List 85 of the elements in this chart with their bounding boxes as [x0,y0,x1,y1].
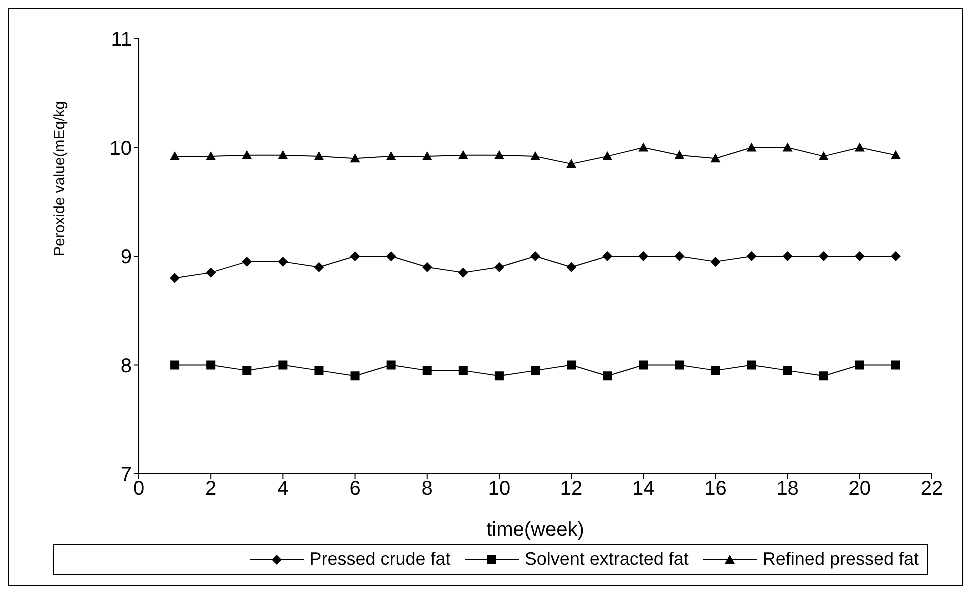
x-axis-title: time(week) [486,519,584,541]
point [278,150,288,160]
point [206,268,216,278]
point [854,252,865,262]
point [314,262,324,272]
point [350,372,360,381]
point [458,366,468,376]
point [782,252,793,262]
point [314,366,324,376]
x-tick-label: 16 [704,478,727,500]
point [386,151,396,160]
x-tick-label: 0 [133,478,145,500]
y-tick-label: 7 [120,464,132,486]
point [422,366,432,376]
point [782,142,793,152]
point [386,360,396,370]
x-tick-label: 8 [422,478,433,500]
y-axis-title: Peroxide value(mEq/kg [51,101,68,256]
point [567,360,576,370]
point [494,150,504,160]
point [639,360,648,370]
point [170,273,180,284]
point [602,252,613,262]
point [278,256,288,267]
point [711,366,720,376]
point [747,360,756,370]
point [350,252,360,262]
point [890,252,901,262]
point [783,366,792,376]
x-tick-label: 14 [632,478,655,500]
point [494,372,504,381]
point [350,154,360,163]
y-tick-label: 8 [120,355,132,378]
x-tick-label: 20 [848,478,872,500]
point [890,150,901,160]
legend-label: Refined pressed fat [762,549,919,570]
point [458,268,468,278]
point [242,366,252,376]
y-tick-label: 11 [111,29,132,52]
point [422,151,432,160]
point [494,262,504,272]
point [386,252,396,262]
x-tick-label: 22 [920,478,944,500]
point [602,151,613,160]
point [206,151,216,160]
point [170,151,180,160]
point [566,159,577,168]
point [206,360,216,370]
point [458,150,468,160]
point [531,366,540,376]
x-tick-label: 2 [206,478,217,500]
point [854,142,865,152]
point [530,252,540,262]
point [278,360,288,370]
point [675,360,684,370]
legend-label: Pressed crude fat [308,549,451,570]
point [170,360,180,370]
point [603,372,612,381]
point [818,151,829,160]
point [242,256,252,267]
point [710,256,721,267]
point [242,150,252,160]
point [710,154,721,163]
point [746,252,757,262]
point [566,262,577,272]
point [891,360,900,370]
point [855,360,864,370]
point [746,142,757,152]
x-tick-label: 10 [488,478,511,500]
point [530,151,540,160]
point [674,150,685,160]
x-tick-label: 18 [776,478,799,500]
x-tick-label: 12 [560,478,583,500]
point [314,151,324,160]
point [674,252,685,262]
point [819,372,828,381]
point [638,142,649,152]
legend-label: Solvent extracted fat [524,549,689,570]
point [422,262,432,272]
x-tick-label: 6 [350,478,361,500]
point [638,252,649,262]
x-tick-label: 4 [278,478,289,500]
y-tick-label: 9 [120,246,132,269]
point [818,252,829,262]
y-tick-label: 10 [110,138,132,160]
